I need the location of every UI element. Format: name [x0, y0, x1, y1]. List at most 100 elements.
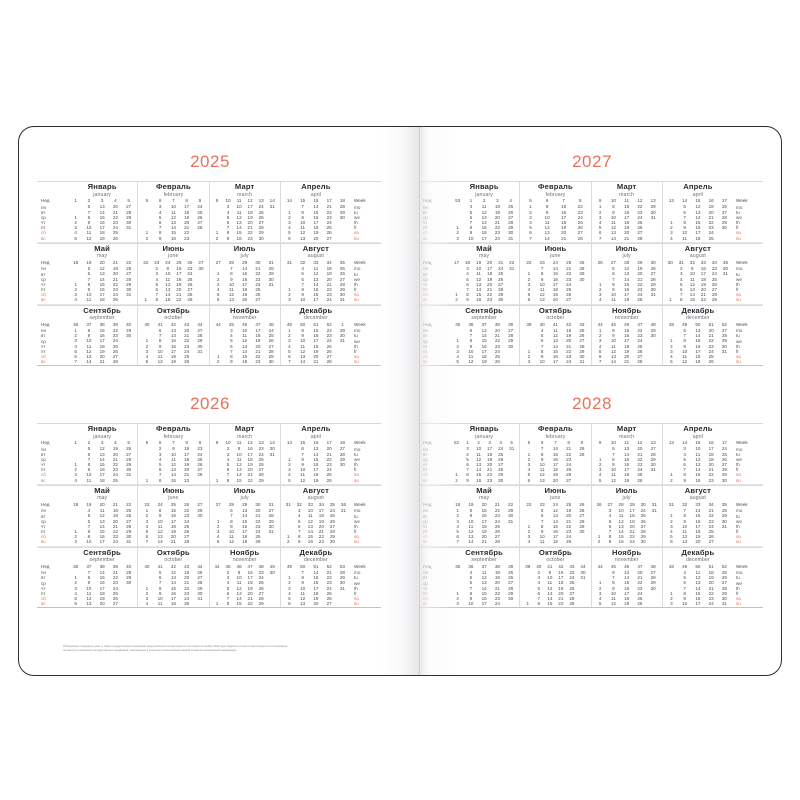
day-cell: 26	[579, 508, 585, 514]
month-name-en: april	[692, 191, 704, 198]
day-cell: 17	[695, 601, 701, 607]
day-cell: 3	[537, 575, 541, 581]
day-cell: 16	[552, 529, 558, 535]
day-cell: 14	[695, 467, 701, 473]
day-cell: 31	[650, 292, 656, 298]
day-cell: 15	[165, 297, 171, 303]
day-cell: 11	[695, 570, 701, 576]
day-label-column-right: Week mo tu we th fr sa su	[733, 244, 763, 304]
day-cell: 22	[255, 271, 261, 277]
day-cell: 5	[301, 271, 304, 277]
day-cell: 8	[87, 575, 91, 581]
day-cell: 5	[527, 472, 531, 478]
day-row-su: 1 8 15 22 29	[212, 478, 278, 483]
day-cell: 19	[247, 462, 253, 467]
day-cell: 2	[74, 287, 77, 293]
day-row-su: 5 12 19 26	[665, 359, 731, 364]
day-cell: 7	[230, 348, 233, 354]
week-number: 36	[340, 501, 347, 507]
day-cell: 18	[494, 570, 500, 576]
day-row-tu: 4 11 18 25	[451, 271, 517, 276]
day-cell: 27	[126, 271, 132, 277]
day-cell: 9	[237, 446, 241, 452]
day-cell: 23	[112, 220, 118, 225]
day-cell: 6	[598, 354, 602, 360]
day-cell: 26	[268, 338, 274, 344]
day-cell: 2	[527, 529, 531, 535]
day-cell: 24	[566, 462, 572, 467]
day-row-fr: 4 11 18 25	[283, 225, 349, 230]
day-cell: 29	[650, 456, 656, 462]
day-cell: 14	[165, 292, 171, 298]
day-cell: 8	[158, 585, 162, 591]
week-number: 19	[476, 259, 482, 265]
week-number: 43	[184, 563, 190, 569]
day-label-column-left: Нед пн вт ср чт пт сб вс	[37, 486, 67, 546]
month-cell-november: Ноябрь november 44 45 46 47 48 49 2 9 16 23 30 3 10 1…	[208, 547, 280, 608]
day-cell: 19	[708, 575, 714, 581]
week-number: 24	[165, 259, 171, 265]
week-number-row: 22 23 24 25 26 27	[140, 260, 206, 266]
week-number: 13	[668, 198, 674, 203]
day-cell: 2	[598, 585, 602, 591]
day-cell: 20	[112, 518, 118, 524]
day-cell: 1	[527, 451, 531, 457]
day-cell: 23	[184, 590, 190, 596]
day-cell: 30	[650, 287, 656, 293]
day-label-th: th	[736, 343, 740, 349]
day-cell: 7	[469, 220, 473, 225]
month-name-en: june	[168, 253, 179, 260]
month-name-ru: Март	[234, 424, 255, 433]
day-cell: 26	[255, 539, 261, 545]
day-cell	[193, 601, 206, 606]
day-row-th: 6 13 20 27	[451, 282, 517, 287]
day-row-mo: 5 12 19 26	[522, 508, 588, 513]
day-cell: 3	[74, 539, 77, 545]
day-cell: 15	[99, 529, 105, 535]
day-cell	[504, 601, 517, 606]
day-cell: 29	[126, 529, 132, 535]
week-number: 51	[313, 321, 319, 327]
month-cell-march: Март march 9 10 11 12 13 14 2 9 16 23 30 3 10 17 24 31 …	[208, 424, 280, 484]
day-cell: 11	[157, 601, 163, 607]
week-number: 27	[215, 501, 221, 507]
month-cell-august: Август august 31 32 33 34 35 4 11 18 25 5 12 19 26 6…	[279, 243, 351, 304]
day-cell: 18	[552, 467, 558, 473]
day-cell: 17	[481, 518, 487, 524]
day-cell: 15	[481, 590, 487, 596]
day-cell: 28	[339, 451, 345, 457]
week-number-row: 13 14 15 16 17	[665, 198, 731, 204]
day-cell: 14	[481, 220, 487, 225]
day-row-th: 5 12 19 26	[522, 586, 588, 591]
day-cell: 9	[540, 354, 544, 360]
day-cell: 15	[236, 477, 242, 483]
day-cell: 7	[469, 585, 473, 591]
day-cell: 19	[481, 359, 487, 365]
day-cell: 15	[170, 585, 176, 591]
day-row-th: 4 11 18 25	[140, 524, 206, 529]
day-cell: 18	[624, 343, 630, 349]
day-cell: 24	[197, 204, 203, 210]
day-cell: 29	[126, 328, 132, 334]
day-cell: 7	[683, 508, 686, 514]
day-row-tu: 7 14 21 28	[594, 575, 660, 580]
day-cell: 18	[695, 354, 701, 360]
week-number: 22	[526, 501, 532, 507]
day-row-we: 2 9 16 23	[522, 457, 588, 462]
day-row-tu: 7 14 21 28	[283, 452, 349, 457]
day-cell: 19	[494, 209, 500, 215]
day-cell: 18	[242, 534, 248, 540]
day-row-mo: 3 10 17 24 31	[212, 204, 278, 209]
day-cell: 22	[247, 477, 253, 483]
day-cell: 24	[112, 225, 118, 231]
day-cell: 8	[87, 328, 91, 334]
day-cell: 29	[579, 271, 585, 277]
month-name-en: june	[550, 495, 561, 502]
day-row-we: 2 9 16 23 30	[283, 215, 349, 220]
day-cell: 3	[226, 204, 230, 210]
month-name-en: july	[240, 495, 249, 502]
day-cell: 5	[540, 508, 544, 514]
day-cell: 14	[624, 276, 630, 282]
